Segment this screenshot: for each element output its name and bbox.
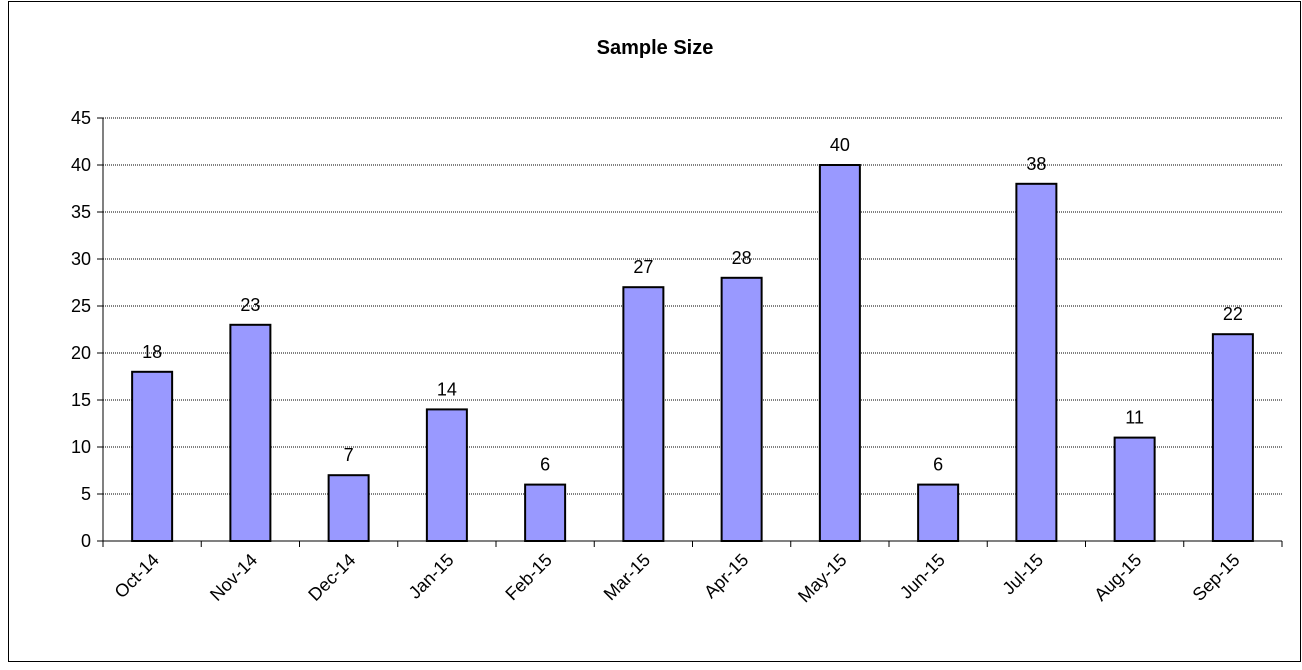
bar [131,370,174,542]
data-label: 6 [540,455,550,475]
y-tick-label: 40 [71,155,91,175]
data-label: 23 [240,295,260,315]
bar [327,474,370,543]
y-tick-label: 30 [71,249,91,269]
data-label: 11 [1125,408,1144,428]
data-label: 7 [344,445,354,465]
y-tick-label: 0 [81,531,91,551]
data-label: 40 [830,135,850,155]
chart-title: Sample Size [597,37,714,59]
data-label: 22 [1223,304,1243,324]
data-label: 27 [633,257,653,277]
bar [425,408,468,542]
bar [622,286,665,543]
y-tick-label: 5 [81,484,91,504]
y-tick-label: 10 [71,437,91,457]
bar [1211,333,1254,543]
data-label: 18 [142,342,162,362]
y-tick-label: 25 [71,296,91,316]
data-label: 28 [732,248,752,268]
bar [1113,436,1156,543]
bar [524,483,567,543]
bar [917,483,960,543]
bar [1015,182,1058,543]
bar [818,164,861,542]
data-label: 6 [933,455,943,475]
data-label: 14 [437,379,457,399]
y-tick-label: 15 [71,390,91,410]
y-tick-label: 45 [71,108,91,128]
y-tick-label: 35 [71,202,91,222]
bar [229,323,272,542]
bar [720,276,763,542]
y-tick-label: 20 [71,343,91,363]
data-label: 38 [1026,154,1046,174]
